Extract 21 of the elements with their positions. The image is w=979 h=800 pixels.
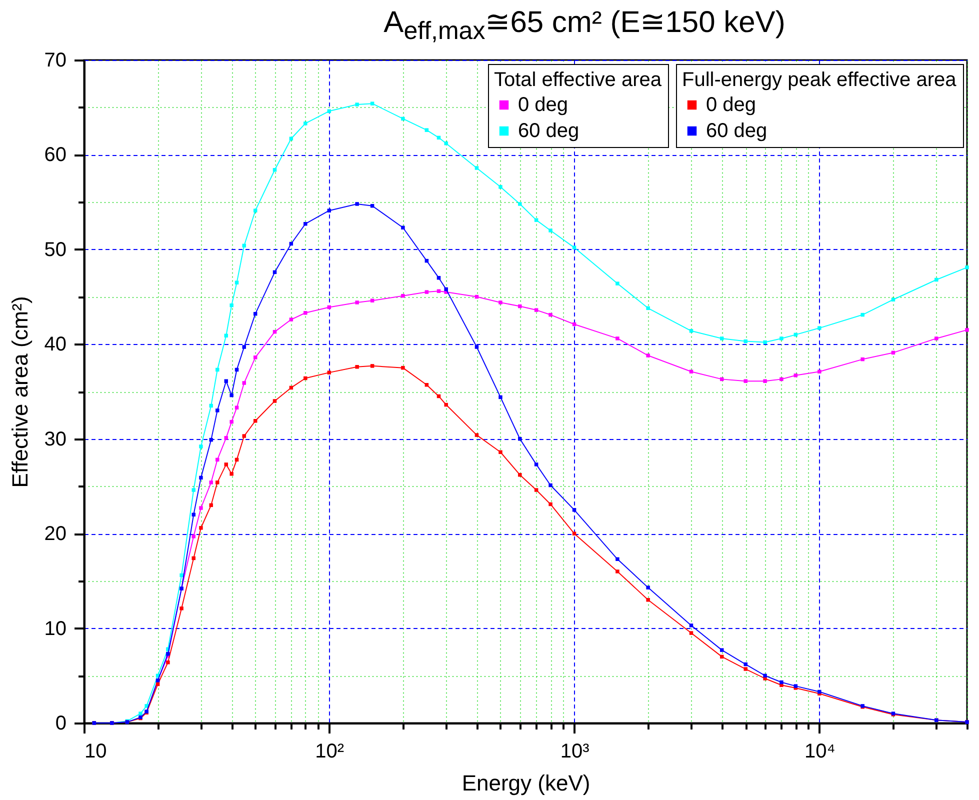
y-tick-label: 0 xyxy=(55,712,66,734)
text: Full-energy peak effective area xyxy=(682,69,956,91)
x-axis-title: Energy (keV) xyxy=(462,770,590,796)
chart-title: A$_{eff,max}$≅65 cm² (E≅150 keV) xyxy=(382,5,786,46)
x-tick-label: 10 xyxy=(84,740,107,762)
y-tick-label: 60 xyxy=(44,144,66,166)
y-tick-label: 20 xyxy=(44,523,66,546)
x-tick-label: 10³ xyxy=(560,740,590,762)
y-tick-label: 50 xyxy=(44,238,66,261)
legend-label: 60 deg xyxy=(706,120,768,142)
x-tick-label: 10⁴ xyxy=(804,740,836,762)
y-axis-title: Effective area (cm²) xyxy=(7,296,32,488)
y-tick-label: 10 xyxy=(44,618,66,640)
text: Total effective area xyxy=(494,69,662,91)
legend-label: 60 deg xyxy=(518,120,580,142)
y-tick-label: 40 xyxy=(44,334,66,356)
x-tick-label: 10² xyxy=(315,740,344,762)
legend-label: 0 deg xyxy=(518,94,568,116)
y-tick-label: 30 xyxy=(44,428,66,450)
legend-label: 0 deg xyxy=(706,94,756,116)
y-tick-label: 70 xyxy=(44,50,66,72)
